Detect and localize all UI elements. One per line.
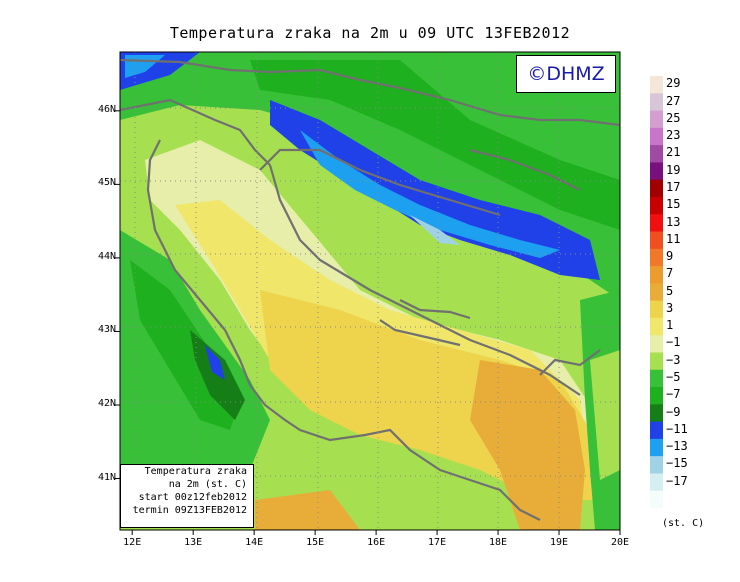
colorbar-swatch [650, 145, 663, 163]
colorbar-label: 11 [666, 231, 681, 246]
info-line: Temperatura zraka [144, 466, 247, 477]
colorbar-swatch [650, 473, 663, 492]
colorbar-swatch [650, 404, 663, 423]
lat-label-42n: 42N [97, 397, 116, 409]
graticule [120, 52, 620, 530]
region-dinaric-frost [270, 100, 600, 280]
lon-label-12e: 12E [123, 537, 142, 548]
region-frost-west [205, 345, 225, 380]
info-line: start 00z12feb2012 [138, 492, 247, 503]
lat-label-41n: 41N [97, 471, 116, 483]
colorbar-swatch [650, 369, 663, 388]
coastlines [119, 58, 621, 521]
region-land-cool-south [590, 350, 620, 480]
lon-label-15e: 15E [306, 537, 325, 548]
colorbar-swatch [650, 110, 663, 129]
map-frame [119, 51, 621, 531]
lon-label-13e: 13E [184, 537, 203, 548]
colorbar-label: 13 [666, 214, 681, 229]
lat-label-44n: 44N [97, 250, 116, 262]
colorbar-swatch [650, 456, 663, 474]
colorbar-label: 9 [666, 249, 674, 264]
colorbar-swatch [650, 127, 663, 146]
colorbar-swatch [650, 335, 663, 353]
colorbar-label: 7 [666, 266, 674, 281]
colorbar-label: 17 [666, 179, 681, 194]
colorbar-swatch [650, 93, 663, 112]
colorbar-label: −5 [666, 370, 681, 385]
region-hot-sw [255, 490, 360, 530]
colorbar-swatch [650, 266, 663, 284]
colorbar-swatch [650, 76, 663, 94]
map-field [120, 52, 620, 530]
lat-label-43n: 43N [97, 324, 116, 336]
axis-ticks [115, 110, 621, 535]
colorbar-label: −1 [666, 335, 681, 350]
colorbar-label: 25 [666, 110, 681, 125]
colorbar-label: −9 [666, 404, 681, 419]
colorbar-swatch [650, 421, 663, 440]
colorbar-label: 3 [666, 300, 674, 315]
lon-label-20e: 20E [610, 537, 630, 548]
colorbar-swatch [650, 283, 663, 302]
colorbar-label: −15 [666, 456, 688, 471]
lon-label-14e: 14E [245, 537, 264, 548]
colorbar-label: −11 [666, 421, 688, 436]
colorbar-label: 1 [666, 318, 674, 333]
colorbar-label: −7 [666, 387, 681, 402]
copyright-label: ©DHMZ [516, 55, 616, 93]
colorbar-swatch [650, 162, 663, 181]
lat-label-45n: 45N [97, 177, 116, 189]
colorbar-label: 19 [666, 162, 681, 177]
colorbar-units: (st. C) [662, 518, 705, 529]
region-dinaric-peak [410, 215, 460, 245]
region-dinaric-core [300, 130, 560, 258]
info-line: na 2m (st. C) [168, 479, 247, 490]
colorbar-label: 23 [666, 128, 681, 143]
colorbar-swatch [650, 317, 663, 336]
colorbar-swatch [650, 352, 663, 371]
colorbar-swatch [650, 196, 663, 215]
colorbar-swatch [650, 248, 663, 267]
colorbar-swatch [650, 214, 663, 233]
lon-label-19e: 19E [549, 537, 569, 548]
colorbar-label: 21 [666, 145, 681, 160]
colorbar-swatch [650, 490, 663, 509]
colorbar-swatch [650, 387, 663, 405]
colorbar [650, 76, 663, 509]
region-hot [470, 360, 585, 530]
map-title: Temperatura zraka na 2m u 09 UTC 13FEB20… [169, 24, 571, 42]
colorbar-label: 15 [666, 197, 681, 212]
colorbar-swatch [650, 300, 663, 319]
colorbar-label: −3 [666, 352, 681, 367]
colorbar-label: 5 [666, 283, 674, 298]
colorbar-label: −17 [666, 473, 688, 488]
info-box: Temperatura zraka na 2m (st. C) start 00… [120, 464, 254, 528]
colorbar-label: 27 [666, 93, 681, 108]
colorbar-swatch [650, 438, 663, 457]
colorbar-label: 29 [666, 76, 681, 91]
lat-label-46n: 46N [97, 103, 116, 115]
colorbar-swatch [650, 179, 663, 198]
info-line: termin 09Z13FEB2012 [132, 505, 247, 516]
lon-label-16e: 16E [367, 537, 386, 548]
colorbar-label: −13 [666, 439, 688, 454]
region-land-colder-north [250, 60, 620, 230]
lon-label-18e: 18E [489, 537, 508, 548]
lon-label-17e: 17E [428, 537, 447, 548]
colorbar-swatch [650, 231, 663, 250]
